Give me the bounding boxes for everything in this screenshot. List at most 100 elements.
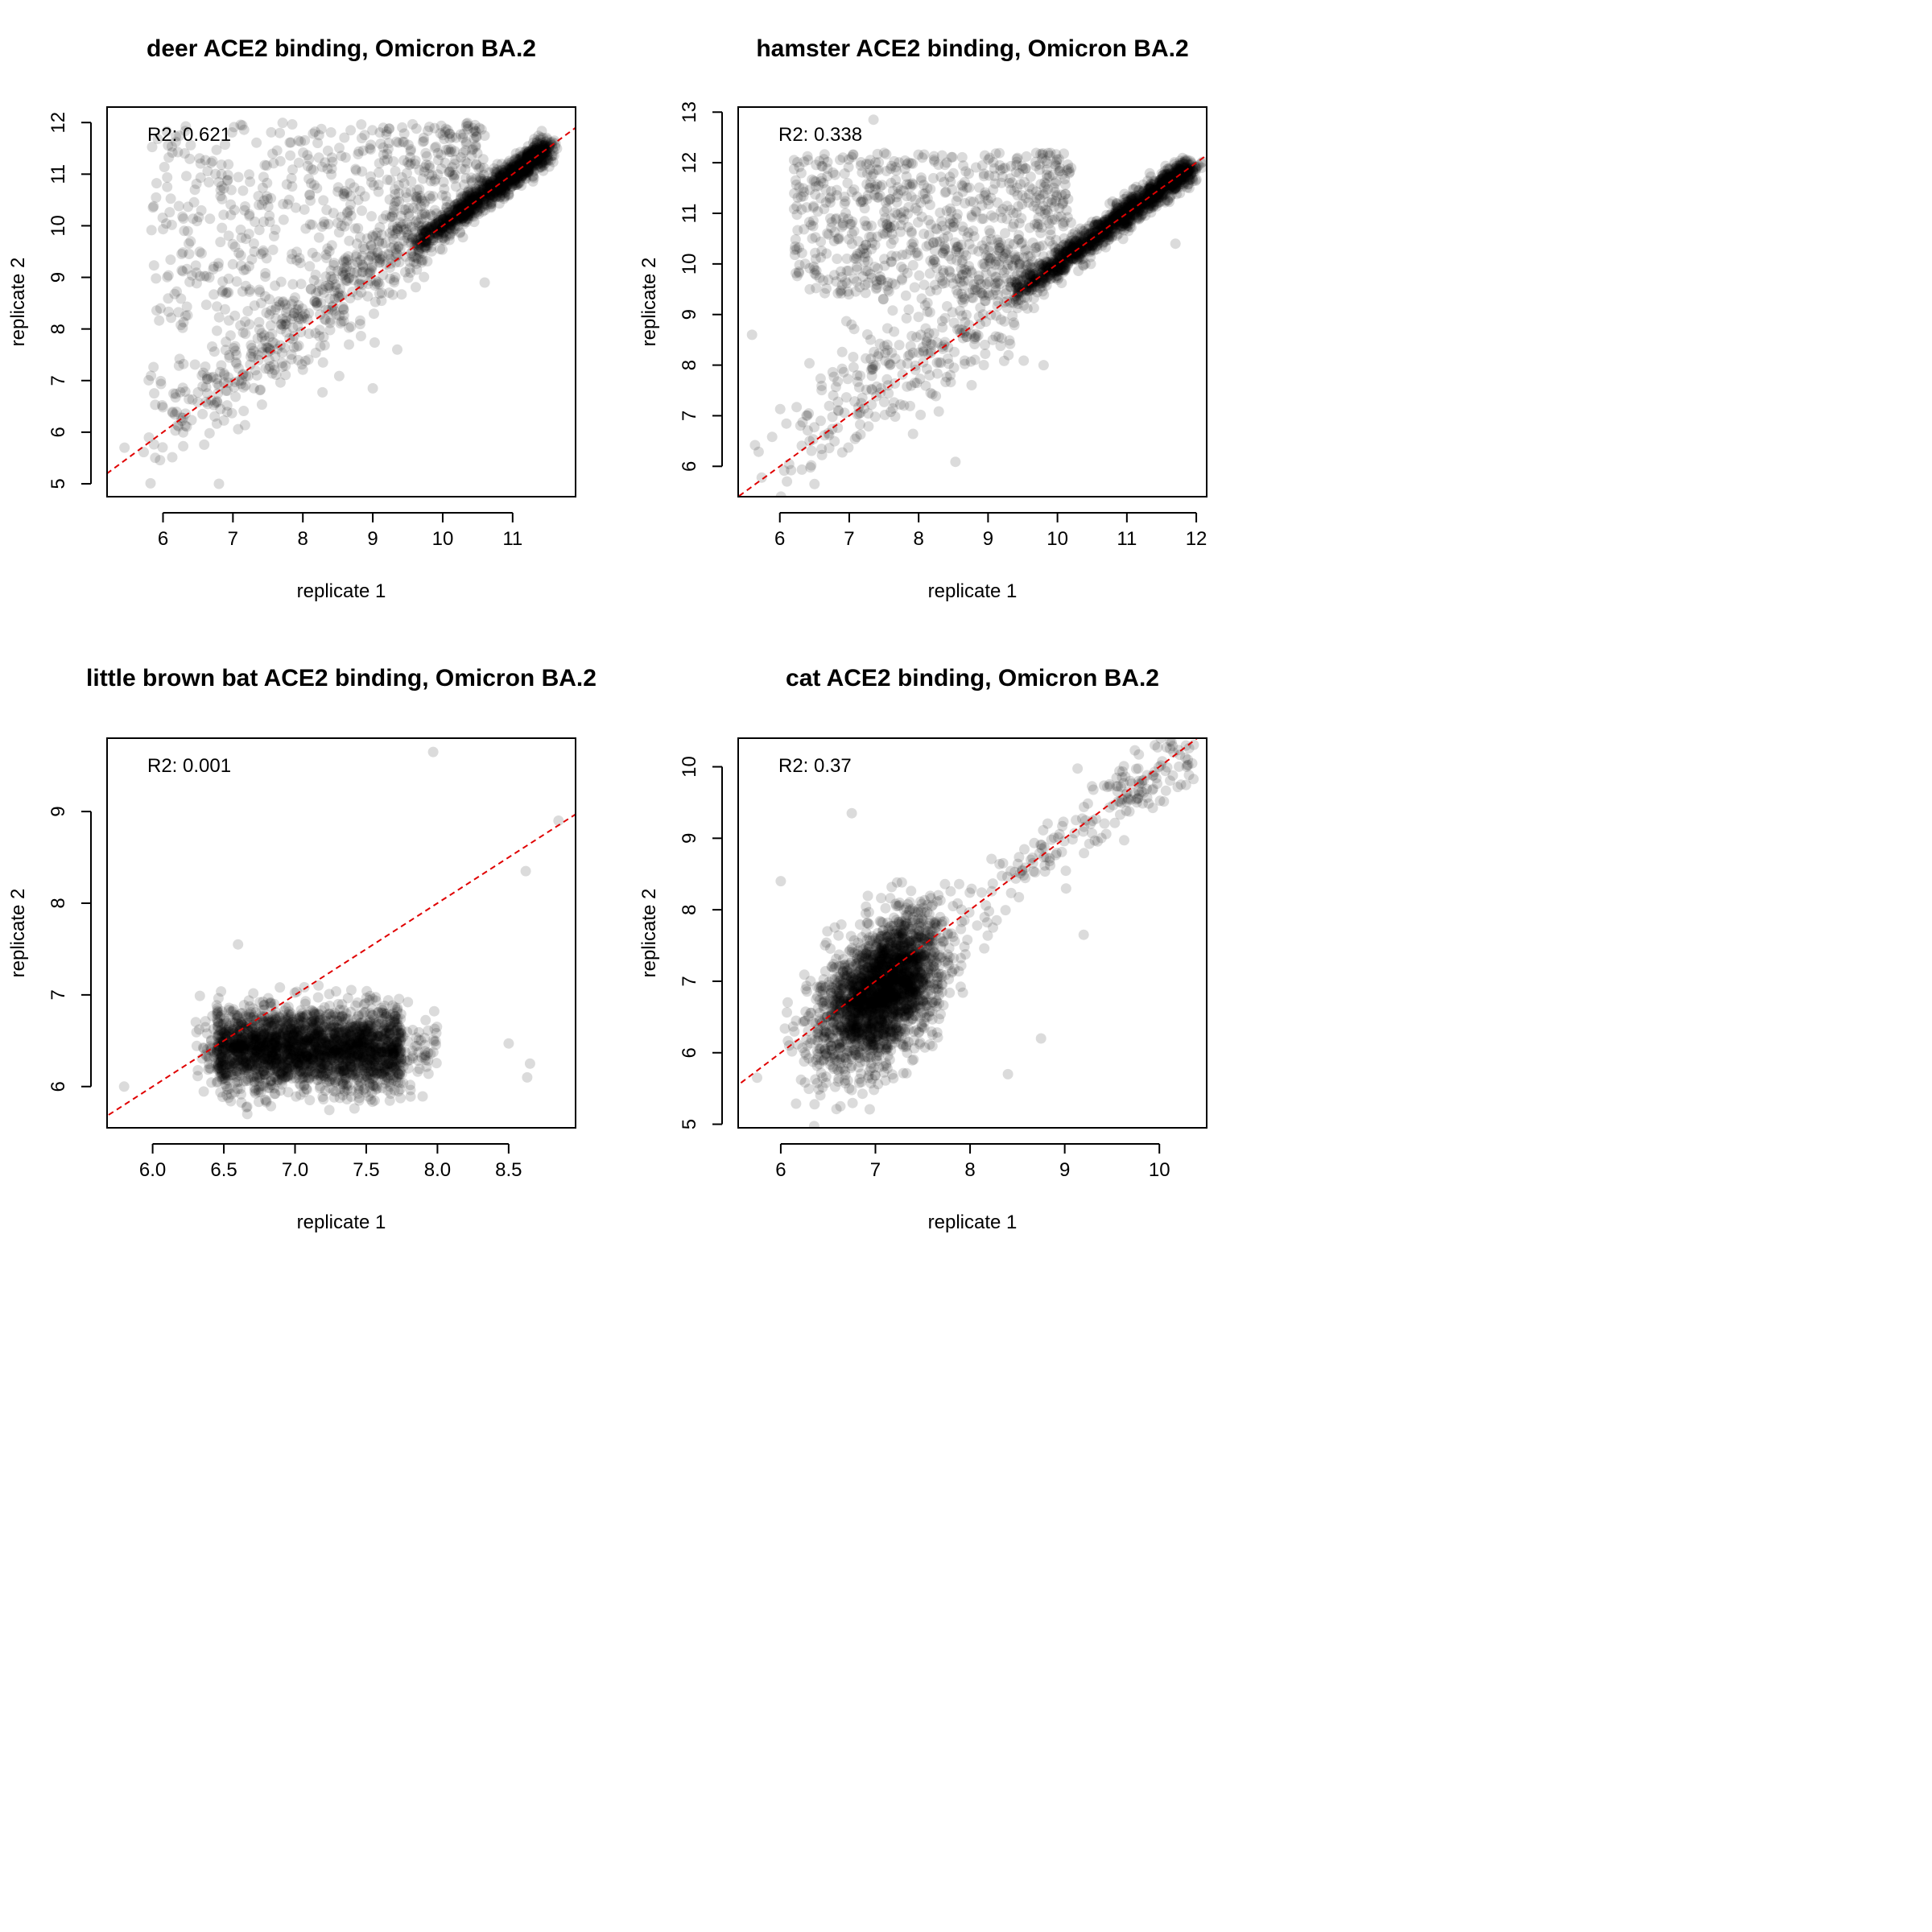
data-point <box>518 159 529 170</box>
data-point <box>836 447 848 458</box>
data-point <box>524 158 535 169</box>
data-point <box>373 186 384 197</box>
data-point <box>978 360 989 370</box>
data-point <box>499 182 510 193</box>
data-point <box>456 196 468 208</box>
data-point <box>163 152 175 163</box>
data-point <box>905 400 915 411</box>
data-point <box>510 178 520 188</box>
data-point <box>957 186 968 197</box>
data-point <box>788 163 799 175</box>
data-point <box>322 243 333 254</box>
y-tick-label: 11 <box>679 204 700 224</box>
data-point <box>462 209 473 221</box>
data-point <box>442 215 453 226</box>
data-point <box>478 183 489 194</box>
data-point <box>811 283 822 294</box>
data-point <box>517 159 527 171</box>
data-point <box>278 214 289 225</box>
data-point <box>392 344 402 355</box>
data-point <box>916 175 927 186</box>
data-point <box>528 155 539 167</box>
data-point <box>746 329 758 341</box>
data-point <box>398 128 410 139</box>
data-point <box>836 271 847 283</box>
data-point <box>530 145 541 156</box>
data-point <box>879 254 890 265</box>
data-point <box>452 203 464 214</box>
data-point <box>801 410 812 421</box>
data-point <box>466 197 477 208</box>
data-point <box>425 235 436 246</box>
data-point <box>528 165 539 176</box>
data-point <box>519 163 530 174</box>
data-point <box>881 166 892 176</box>
data-point <box>497 182 509 193</box>
data-point <box>492 175 503 187</box>
data-point <box>910 203 921 214</box>
data-point <box>151 273 162 284</box>
data-point <box>530 144 541 155</box>
data-point <box>479 191 490 202</box>
data-point <box>832 422 844 433</box>
data-point <box>459 210 470 221</box>
data-point <box>522 165 533 176</box>
data-point <box>233 423 244 435</box>
data-point <box>843 213 854 225</box>
data-point <box>296 359 308 370</box>
data-point <box>513 161 524 172</box>
data-point <box>528 151 539 163</box>
data-point <box>463 196 474 207</box>
data-point <box>526 161 537 172</box>
data-point <box>535 139 547 151</box>
data-point <box>959 264 970 275</box>
data-point <box>522 155 534 167</box>
data-point <box>184 276 196 287</box>
data-point <box>369 280 381 291</box>
data-point <box>119 442 130 453</box>
data-point <box>465 197 476 208</box>
data-point <box>250 365 261 376</box>
data-point <box>164 207 175 218</box>
data-point <box>456 193 466 204</box>
data-point <box>496 184 507 196</box>
data-point <box>463 213 474 225</box>
data-point <box>516 171 527 182</box>
data-point <box>524 151 535 163</box>
data-point <box>460 213 472 225</box>
data-point <box>1131 212 1141 223</box>
data-point <box>1018 355 1030 366</box>
data-point <box>332 287 344 299</box>
data-point <box>286 173 297 184</box>
data-point <box>253 349 264 361</box>
data-point <box>471 197 482 208</box>
data-point <box>459 203 470 214</box>
data-point <box>535 156 546 167</box>
data-point <box>151 178 162 189</box>
data-point <box>420 227 431 238</box>
data-point <box>523 146 535 157</box>
data-point <box>478 196 489 207</box>
data-point <box>979 339 990 350</box>
data-point <box>828 371 840 382</box>
data-point <box>477 206 488 217</box>
data-point <box>476 202 487 213</box>
data-point <box>497 180 509 192</box>
data-point <box>404 256 415 267</box>
data-point <box>374 158 385 169</box>
data-point <box>237 382 249 393</box>
x-tick-label: 7 <box>844 528 854 550</box>
data-point <box>497 188 508 200</box>
data-point <box>267 244 279 255</box>
data-point <box>189 359 200 370</box>
data-point <box>535 161 547 172</box>
data-point <box>840 392 852 403</box>
data-point <box>462 118 473 129</box>
data-point <box>514 167 524 178</box>
data-point <box>516 165 527 176</box>
data-point <box>518 171 529 181</box>
data-point <box>506 159 517 171</box>
data-point <box>470 173 481 184</box>
data-point <box>224 352 235 363</box>
